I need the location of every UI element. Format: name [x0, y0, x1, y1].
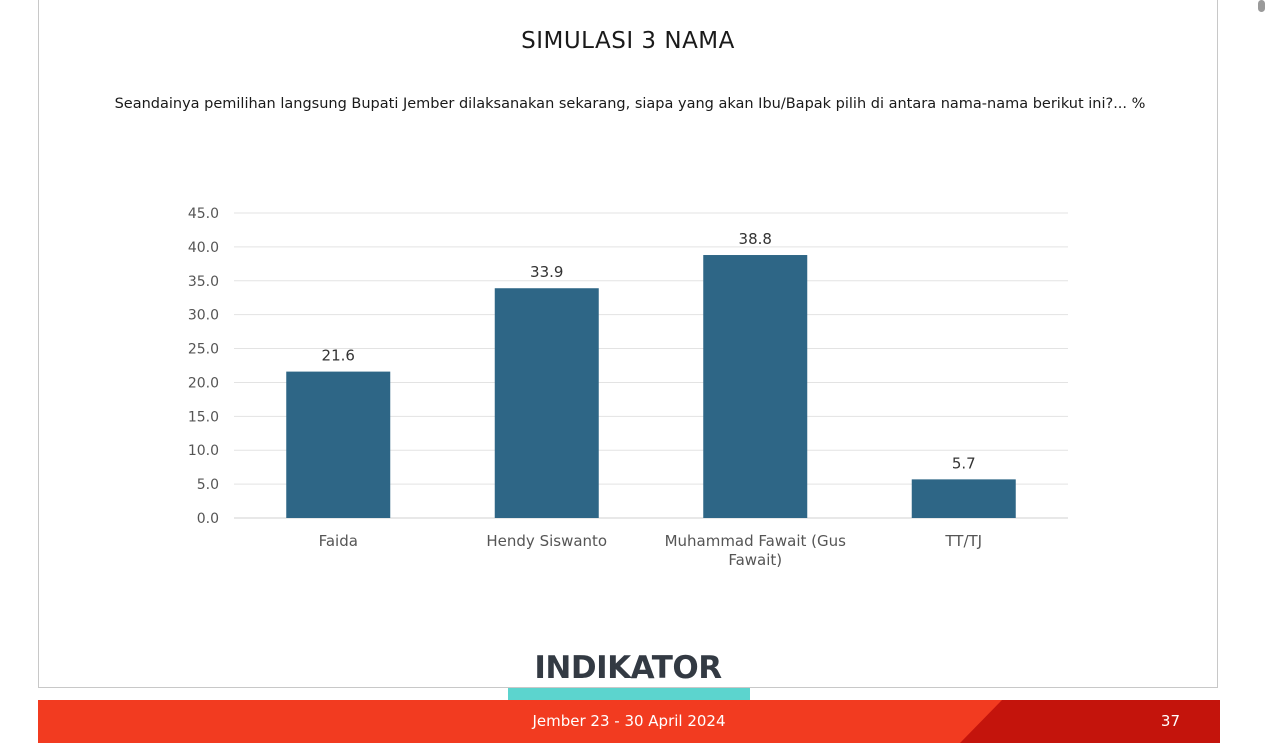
bar-0 [286, 371, 391, 518]
page-number: 37 [1160, 712, 1180, 730]
indikator-logo: INDIKATOR [534, 650, 722, 686]
data-label: 33.9 [530, 263, 563, 281]
data-label: 38.8 [739, 230, 772, 248]
slide-frame [38, 0, 1218, 688]
logo-accent-bar [508, 688, 750, 703]
y-tick-label: 0.0 [197, 511, 219, 527]
y-tick-label: 10.0 [188, 443, 219, 459]
footer-date: Jember 23 - 30 April 2024 [532, 712, 726, 730]
category-label: Muhammad Fawait (Gus [665, 532, 847, 550]
x-axis-categories: Faida Hendy Siswanto Muhammad Fawait (GusF… [319, 532, 983, 569]
footer-accent-shape [960, 700, 1220, 743]
data-label: 5.7 [952, 454, 976, 472]
y-tick-label: 40.0 [188, 240, 219, 256]
bar-3 [911, 479, 1016, 518]
category-label: Hendy Siswanto [486, 532, 607, 550]
data-label: 21.6 [322, 347, 355, 365]
survey-question: Seandainya pemilihan langsung Bupati Jem… [114, 96, 1146, 112]
footer-bar: Jember 23 - 30 April 2024 37 [38, 700, 1220, 743]
y-tick-label: 15.0 [188, 409, 219, 425]
y-tick-label: 25.0 [188, 342, 219, 358]
bar-chart: 0.0 5.0 10.0 15.0 20.0 25.0 30.0 35.0 40.0 45.0 2… [188, 206, 1068, 569]
y-tick-label: 45.0 [188, 206, 219, 222]
y-tick-label: 20.0 [188, 375, 219, 391]
category-label: Fawait) [728, 551, 782, 569]
bar-2 [703, 255, 808, 518]
y-tick-label: 5.0 [197, 477, 219, 493]
category-label: TT/TJ [944, 532, 982, 550]
category-label: Faida [319, 532, 358, 550]
y-tick-label: 30.0 [188, 308, 219, 324]
slide-title: SIMULASI 3 NAMA [521, 28, 735, 54]
scrollbar-thumb[interactable] [1258, 0, 1265, 12]
y-axis-ticks: 0.0 5.0 10.0 15.0 20.0 25.0 30.0 35.0 40.0 45.0 [188, 206, 219, 527]
bar-1 [494, 288, 599, 518]
y-tick-label: 35.0 [188, 274, 219, 290]
bars [286, 255, 1016, 518]
data-labels: 21.6 33.9 38.8 5.7 [322, 230, 976, 472]
